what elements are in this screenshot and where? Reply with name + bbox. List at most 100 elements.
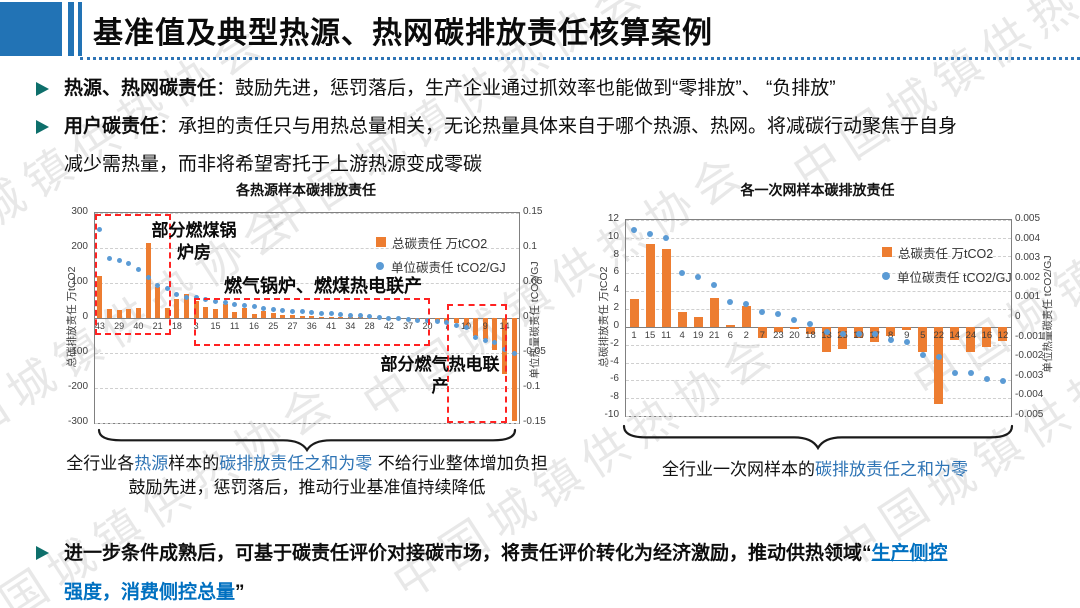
unit-responsibility-dot (434, 319, 440, 324)
unit-responsibility-dot (759, 309, 766, 316)
unit-responsibility-dot (935, 354, 942, 361)
unit-responsibility-dot (184, 294, 190, 300)
unit-responsibility-dot (338, 312, 344, 317)
total-responsibility-bar (155, 286, 161, 318)
total-responsibility-bar (164, 307, 170, 318)
unit-responsibility-dot (807, 320, 814, 327)
total-responsibility-bar (918, 326, 928, 352)
x-axis-label: 22 (933, 329, 945, 341)
unit-responsibility-dot (367, 314, 373, 320)
total-responsibility-bar (318, 316, 324, 318)
bullet-heat-source-responsibility: 热源、热网碳责任：鼓励先进，惩罚落后，生产企业通过抓效率也能做到“零排放”、 “… (36, 70, 1080, 108)
y-axis-right-tick: 0.004 (1015, 232, 1041, 244)
x-axis-label: 14 (949, 329, 961, 341)
x-axis-label: 3 (193, 321, 199, 331)
y-axis-right-tick: -0.05 (523, 346, 546, 357)
text-segment: ：鼓励先进，惩罚落后，生产企业通过抓效率也能做到“零排放”、 “负排放” (216, 78, 836, 99)
unit-responsibility-dot (357, 313, 363, 319)
grid-line (626, 362, 1011, 364)
legend-item-total: 总碳责任 万tCO2 (882, 240, 1012, 264)
unit-responsibility-dot (135, 266, 141, 272)
y-axis-left-tick: 0 (82, 311, 88, 322)
legend-item-unit: 单位碳责任 tCO2/GJ (376, 254, 506, 278)
unit-responsibility-dot (727, 299, 734, 306)
x-axis-label: 15 (210, 321, 221, 331)
y-axis-left-tick: 12 (607, 213, 619, 224)
grid-line (626, 309, 1011, 311)
legend-bar-label: 总碳责任 万tCO2 (392, 236, 488, 251)
total-responsibility-bar (444, 318, 450, 322)
unit-responsibility-dot (347, 312, 353, 318)
unit-responsibility-dot (155, 282, 161, 288)
total-responsibility-bar (116, 310, 122, 318)
y-axis-left-tick: 2 (613, 302, 619, 314)
header-accent-bar (68, 2, 74, 56)
y-axis-right-tick: -0.1 (523, 381, 541, 392)
x-axis-label: 18 (171, 321, 182, 331)
total-responsibility-bar (629, 299, 639, 327)
x-axis-label: 15 (644, 329, 656, 341)
y-axis-left-tick: -100 (67, 346, 88, 357)
x-axis-label: 28 (364, 321, 375, 331)
total-responsibility-bar (463, 318, 469, 329)
grid-line (626, 291, 1011, 293)
total-responsibility-bar (135, 308, 141, 318)
total-responsibility-bar (661, 249, 671, 327)
total-responsibility-bar (309, 316, 315, 318)
y-axis-left-tick: -2 (610, 337, 619, 349)
caption-line-1: 全行业一次网样本的碳排放责任之和为零 (615, 458, 1015, 482)
total-responsibility-bar (741, 305, 751, 327)
x-axis-label: 23 (773, 329, 784, 341)
bullet-text: 用户碳责任：承担的责任只与用热总量相关，无论热量具体来自于哪个热源、热网。将减碳… (64, 116, 957, 175)
unit-responsibility-dot (887, 336, 894, 343)
unit-responsibility-dot (309, 309, 315, 315)
total-responsibility-bar (184, 293, 190, 318)
caption-line-1: 全行业各热源样本的碳排放责任之和为零 不给行业整体增加负担 (57, 452, 557, 476)
text-segment: 样本的 (168, 454, 220, 474)
y-axis-left-tick: -8 (610, 391, 619, 403)
y-axis-left-tick: 300 (71, 206, 88, 217)
grid-line (626, 344, 1011, 346)
y-axis-right-tick: 0.005 (1015, 213, 1041, 224)
unit-responsibility-dot (951, 369, 958, 376)
x-axis-label: 13 (821, 329, 832, 341)
legend-item-total: 总碳责任 万tCO2 (376, 230, 506, 254)
total-responsibility-bar (693, 317, 703, 327)
x-axis-label: 29 (114, 321, 125, 331)
y-axis-right-tick: 0.001 (1015, 291, 1041, 303)
text-segment: 用户碳责任 (64, 116, 160, 137)
legend-bar-label: 总碳责任 万tCO2 (898, 246, 994, 261)
bullet-arrow-icon (36, 546, 49, 560)
plot-area: 1151141921627232018132510178952214241612 (625, 219, 1012, 417)
unit-responsibility-dot (424, 318, 430, 324)
unit-responsibility-dot (453, 322, 459, 328)
text-segment: 减少需热量，而非将希望寄托于上游热源变成零碳 (64, 154, 483, 175)
x-axis-label: 34 (345, 321, 356, 331)
unit-responsibility-dot (280, 307, 286, 313)
text-segment: 碳排放责任之和为零 (219, 454, 373, 474)
y-axis-right-tick: -0.004 (1015, 389, 1044, 401)
unit-responsibility-dot (116, 258, 122, 264)
x-axis-label: 14 (499, 321, 510, 331)
total-responsibility-bar (789, 326, 799, 329)
y-axis-right-tick: 0.05 (523, 276, 543, 287)
x-axis-label: 25 (268, 321, 279, 331)
text-segment: 生产侧控 (871, 543, 948, 564)
x-axis-label: 21 (708, 329, 720, 341)
y-axis-right-tick: 0.1 (523, 241, 537, 252)
unit-responsibility-dot (251, 304, 257, 310)
unit-responsibility-dot (164, 286, 170, 292)
x-axis-label: 43 (94, 321, 105, 331)
unit-responsibility-dot (463, 324, 469, 330)
total-responsibility-bar (280, 314, 286, 318)
unit-responsibility-dot (318, 310, 324, 316)
bullet-carbon-market: 进一步条件成熟后，可基于碳责任评价对接碳市场，将责任评价转化为经济激励，推动供热… (36, 534, 1080, 608)
legend-dot-label: 单位碳责任 tCO2/GJ (391, 260, 506, 275)
legend-dot-label: 单位碳责任 tCO2/GJ (897, 270, 1012, 285)
y-axis-right-tick: 0 (523, 311, 529, 322)
grid-line (95, 423, 519, 424)
x-axis-label: 7 (444, 321, 450, 331)
unit-responsibility-dot (983, 375, 990, 382)
legend: 总碳责任 万tCO2 单位碳责任 tCO2/GJ (376, 230, 506, 278)
unit-responsibility-dot (695, 273, 702, 280)
